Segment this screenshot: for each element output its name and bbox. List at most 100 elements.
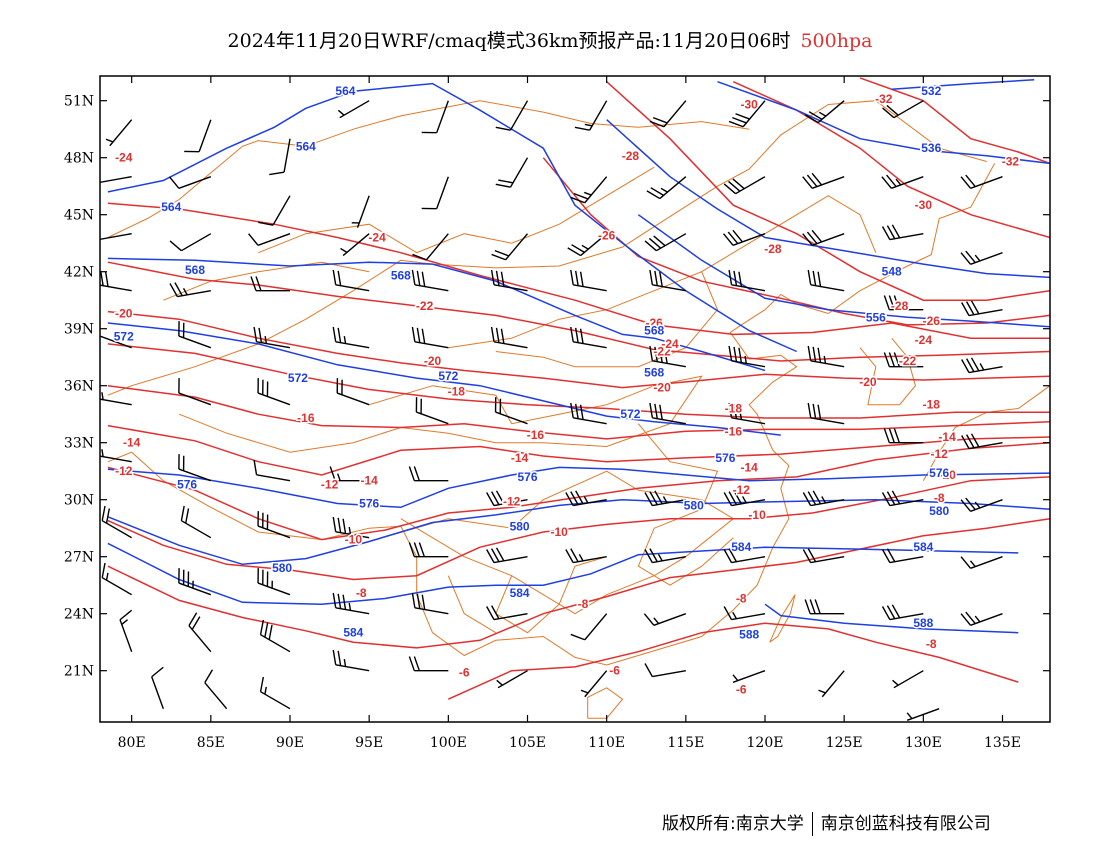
temperature-contour-label: -24 — [915, 333, 933, 347]
height-contour — [606, 119, 1050, 279]
wind-barb — [883, 352, 924, 368]
copyright-owner: 版权所有:南京大学 — [662, 814, 804, 834]
height-contour — [107, 542, 1019, 605]
wind-barb — [180, 505, 212, 539]
wind-barb — [807, 345, 845, 368]
lon-tick-label: 135E — [984, 735, 1021, 751]
wind-barb — [574, 100, 608, 131]
border-line — [828, 163, 996, 314]
wind-barb — [644, 490, 686, 507]
height-contour — [764, 603, 1019, 634]
wind-barb — [100, 176, 132, 183]
temperature-contour-label: -20 — [424, 354, 442, 368]
wind-barb — [960, 174, 1003, 189]
wind-barb — [818, 670, 845, 698]
wind-barb — [883, 295, 924, 311]
lat-tick-label: 27N — [64, 550, 94, 566]
wind-barb — [100, 321, 132, 349]
border-line — [922, 385, 1050, 481]
wind-barb — [496, 670, 528, 689]
lat-tick-label: 33N — [64, 436, 94, 452]
wind-barb — [723, 490, 766, 507]
wind-barb — [169, 282, 211, 298]
wind-barb — [723, 176, 766, 195]
height-contour-label: 576 — [517, 470, 537, 484]
temperature-contour-label: -30 — [740, 98, 758, 112]
wind-barb — [178, 378, 212, 406]
wind-barb — [723, 606, 766, 621]
wind-barb — [649, 100, 687, 128]
lon-tick-label: 125E — [826, 735, 863, 751]
wind-barb — [802, 490, 845, 507]
wind-barb — [570, 402, 607, 425]
temperature-contour — [107, 424, 1050, 476]
temperature-contour-label: -20 — [653, 381, 671, 395]
temperature-contour-label: -24 — [368, 231, 386, 245]
wind-barb — [336, 378, 370, 406]
wind-barb — [723, 548, 766, 564]
temperature-contour — [732, 81, 1050, 239]
height-contour-label: 588 — [739, 628, 759, 642]
wind-barb — [644, 233, 687, 252]
wind-barb — [728, 345, 766, 368]
wind-barb — [807, 269, 845, 292]
wind-barb — [257, 378, 291, 406]
height-contour-label: 576 — [177, 478, 197, 492]
lon-tick-label: 110E — [588, 735, 625, 751]
lon-tick-label: 130E — [905, 735, 942, 751]
temperature-contour-label: -28 — [891, 299, 909, 313]
temperature-contour-label: -14 — [511, 451, 529, 465]
wind-barb — [580, 670, 608, 698]
wind-barb — [486, 490, 528, 507]
wind-barb — [960, 250, 1003, 265]
wind-barb — [259, 619, 291, 653]
wind-barb — [248, 233, 291, 246]
temperature-contour-label: -20 — [859, 375, 877, 389]
temperature-contour-label: -14 — [740, 460, 758, 474]
wind-barb — [960, 556, 1003, 569]
lat-tick-label: 42N — [64, 265, 94, 281]
wind-barb — [100, 449, 132, 463]
border-line — [258, 166, 655, 254]
temperature-contour-label: -16 — [725, 424, 743, 438]
wind-barb — [421, 176, 449, 210]
temperature-contour-label: -28 — [764, 242, 782, 256]
height-contour-label: 568 — [644, 324, 664, 338]
lat-tick-label: 51N — [64, 94, 94, 110]
wind-barb — [168, 176, 212, 189]
wind-barb — [412, 233, 449, 261]
wind-barb — [491, 233, 529, 261]
wind-barb — [807, 402, 845, 425]
wind-barb — [151, 666, 164, 709]
wind-barb — [340, 233, 370, 257]
lon-tick-label: 115E — [667, 735, 704, 751]
wind-barb — [259, 676, 291, 710]
wind-barb — [486, 547, 528, 564]
wind-barb — [486, 605, 528, 621]
pressure-level-label: 500hpa — [800, 30, 873, 52]
wind-barb — [567, 233, 608, 257]
lat-tick-label: 39N — [64, 322, 94, 338]
map-border — [99, 75, 1051, 723]
height-contour-label: 576 — [359, 497, 379, 511]
wind-barb — [570, 176, 608, 204]
border-line — [447, 575, 497, 634]
height-contour-label: 584 — [731, 540, 751, 554]
wind-barb — [253, 326, 291, 349]
temperature-contour-label: -16 — [527, 428, 545, 442]
wind-barb — [178, 321, 212, 349]
wind-barb — [804, 100, 845, 124]
lon-tick-label: 120E — [747, 735, 784, 751]
temperature-contour-label: -10 — [550, 525, 568, 539]
temperature-contour-label: -12 — [930, 447, 948, 461]
border-line — [495, 556, 607, 634]
height-contour-label: 568 — [391, 269, 411, 283]
wind-barb — [881, 490, 924, 507]
wind-barb — [332, 326, 370, 349]
wind-barb — [258, 195, 291, 226]
copyright: 版权所有:南京大学 南京创蓝科技有限公司 — [662, 809, 991, 836]
temperature-contour — [107, 476, 1050, 581]
height-contour-label: 580 — [929, 504, 949, 518]
height-contour-label: 556 — [866, 310, 886, 324]
